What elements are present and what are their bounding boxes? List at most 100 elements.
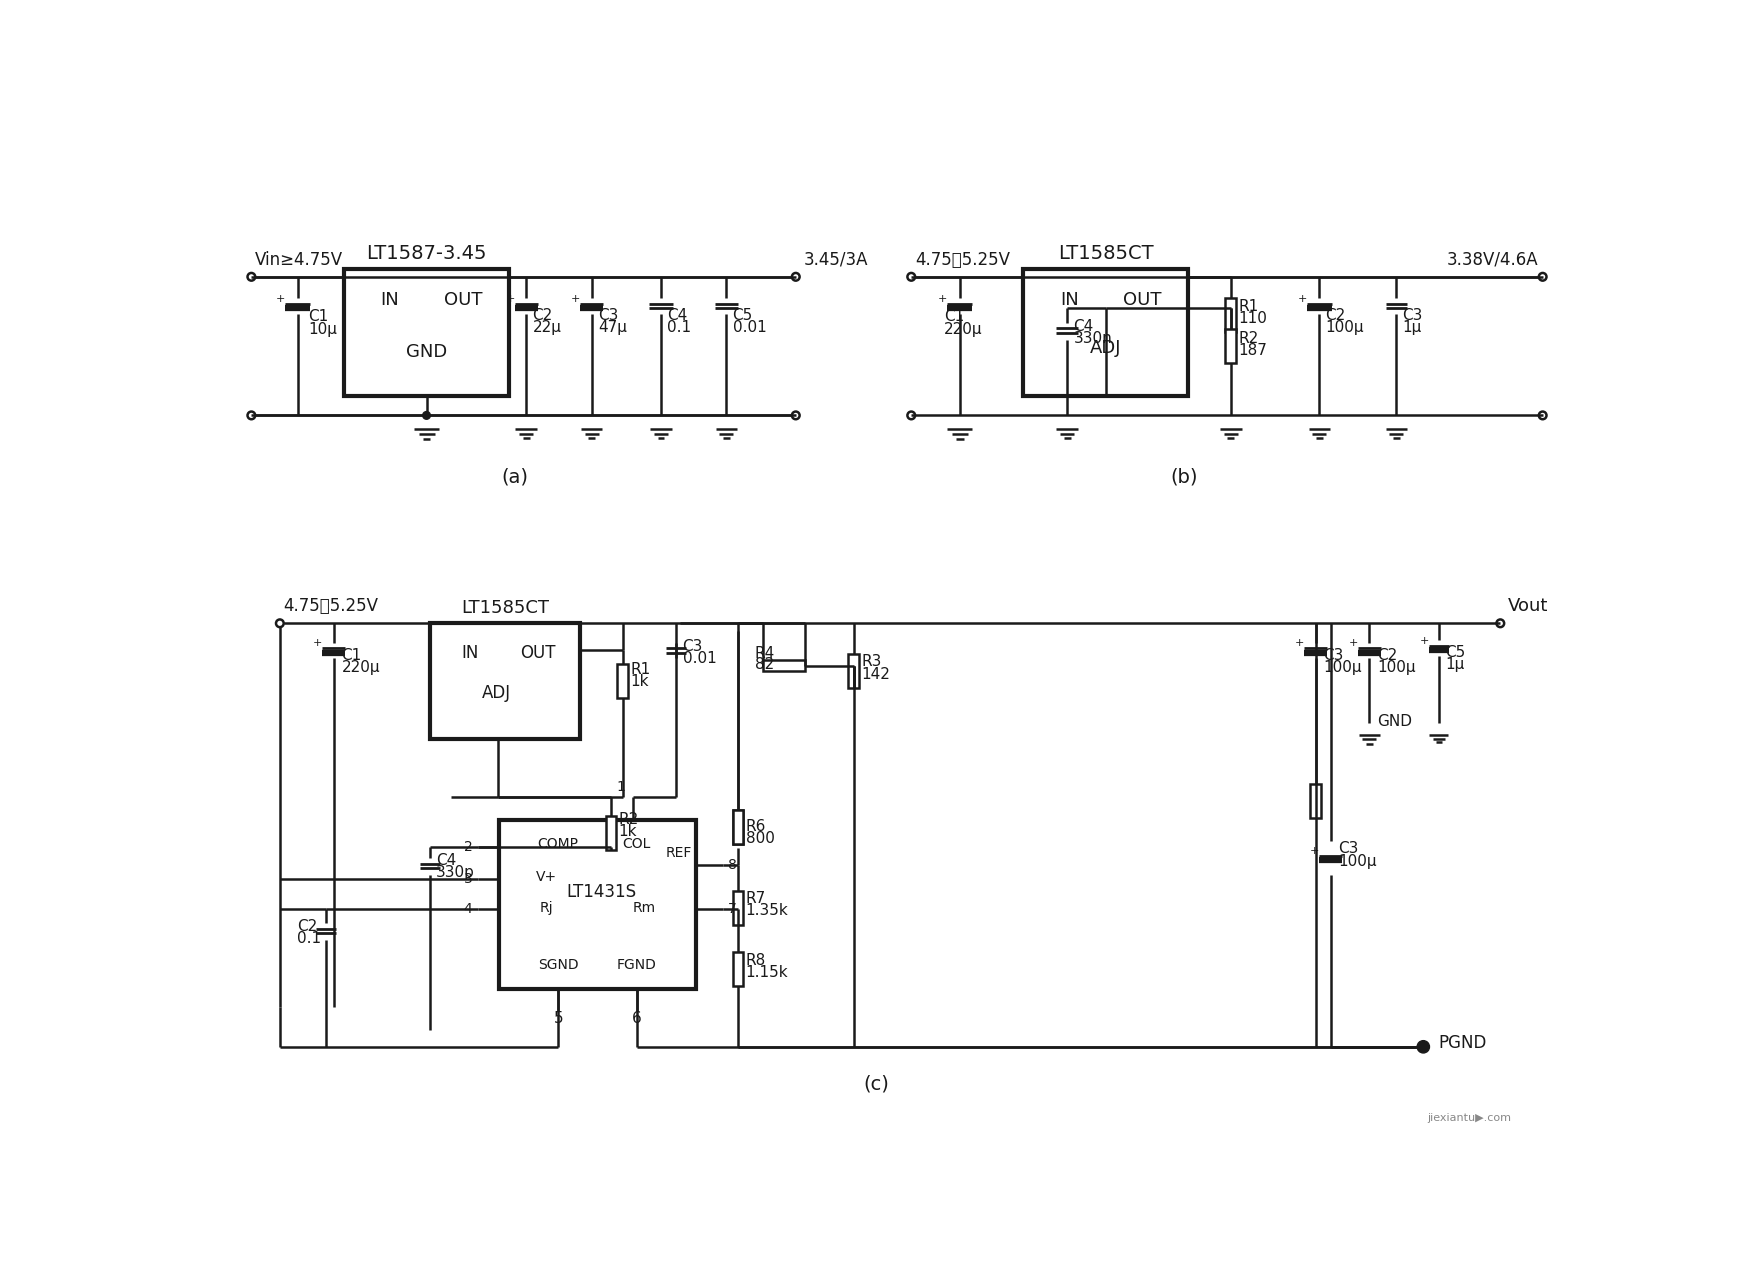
Text: 10μ: 10μ (308, 321, 338, 337)
Text: 330n: 330n (1073, 332, 1111, 346)
Text: R1: R1 (631, 662, 650, 677)
Bar (617, 664, 627, 698)
Text: +: + (1310, 846, 1319, 856)
Text: 2: 2 (463, 840, 472, 854)
Text: 8: 8 (728, 859, 737, 873)
Text: 100μ: 100μ (1324, 660, 1362, 676)
Text: R4: R4 (754, 646, 775, 660)
Text: +: + (571, 294, 580, 305)
Text: R3: R3 (861, 654, 881, 669)
Text: R1: R1 (1239, 298, 1259, 314)
Text: GND: GND (1378, 714, 1413, 730)
Text: C5: C5 (733, 307, 753, 323)
Text: 1μ: 1μ (1402, 320, 1421, 335)
Circle shape (423, 412, 430, 420)
Text: OUT: OUT (521, 644, 556, 662)
Text: LT1585CT: LT1585CT (462, 599, 549, 617)
Text: OUT: OUT (1124, 291, 1162, 308)
Text: jiexiantu▶.com: jiexiantu▶.com (1427, 1112, 1512, 1123)
Text: 1: 1 (617, 781, 625, 795)
Text: 220μ: 220μ (944, 321, 982, 337)
Bar (1310, 785, 1320, 818)
Text: REF: REF (665, 846, 692, 860)
Text: 6: 6 (632, 1011, 641, 1025)
Text: +: + (1420, 636, 1428, 646)
Bar (606, 815, 617, 850)
Text: +: + (505, 294, 516, 305)
Text: +: + (314, 639, 322, 648)
Text: 7: 7 (728, 902, 737, 916)
Text: 0.01: 0.01 (683, 652, 716, 666)
Bar (500, 819, 695, 989)
Text: IN: IN (1059, 291, 1078, 308)
Text: (c): (c) (864, 1074, 890, 1093)
Text: V+: V+ (537, 870, 557, 884)
Text: C2: C2 (296, 919, 317, 934)
Text: C4: C4 (436, 852, 456, 868)
Circle shape (1418, 1041, 1430, 1053)
Text: C3: C3 (1338, 841, 1359, 856)
Text: PGND: PGND (1439, 1034, 1488, 1052)
Text: R6: R6 (746, 819, 766, 835)
Bar (733, 952, 744, 987)
Text: (a): (a) (502, 467, 528, 486)
Text: C4: C4 (1073, 319, 1094, 334)
Text: 3.45/3A: 3.45/3A (803, 251, 868, 269)
Text: IN: IN (381, 291, 399, 308)
Text: COL: COL (622, 837, 652, 851)
Text: Rm: Rm (632, 901, 657, 915)
Text: C5: C5 (1444, 645, 1465, 660)
Text: +: + (275, 294, 286, 305)
Text: 330p: 330p (436, 865, 476, 881)
Text: C3: C3 (598, 307, 618, 323)
Text: C4: C4 (667, 307, 688, 323)
Bar (733, 891, 744, 924)
Text: C2: C2 (1378, 648, 1397, 663)
Text: R7: R7 (746, 891, 766, 906)
Text: LT1587-3.45: LT1587-3.45 (366, 244, 486, 264)
Text: FGND: FGND (617, 959, 657, 973)
Text: IN: IN (462, 644, 479, 662)
Text: C1: C1 (308, 310, 329, 324)
Text: (b): (b) (1171, 467, 1198, 486)
Text: LT1585CT: LT1585CT (1057, 244, 1153, 264)
Text: 0.1: 0.1 (667, 320, 692, 335)
Text: C1: C1 (341, 648, 362, 663)
Bar (733, 810, 744, 844)
Text: 0.01: 0.01 (733, 320, 766, 335)
Text: 1.35k: 1.35k (746, 904, 789, 918)
Text: +: + (1294, 639, 1305, 648)
Bar (848, 654, 859, 687)
Text: 4.75～5.25V: 4.75～5.25V (915, 251, 1010, 269)
Text: 1.15k: 1.15k (746, 965, 789, 980)
Text: C3: C3 (683, 639, 704, 654)
Text: 22μ: 22μ (533, 320, 561, 335)
Text: Vout: Vout (1509, 598, 1549, 616)
Text: ADJ: ADJ (481, 684, 510, 701)
Text: 4.75～5.25V: 4.75～5.25V (284, 598, 378, 616)
Text: R2: R2 (618, 812, 639, 827)
Text: 0.1: 0.1 (296, 931, 321, 946)
Text: 100μ: 100μ (1378, 660, 1416, 676)
Text: R8: R8 (746, 952, 766, 968)
Text: 187: 187 (1239, 343, 1268, 358)
Bar (343, 269, 509, 396)
Text: OUT: OUT (444, 291, 483, 308)
Text: C3: C3 (1402, 307, 1423, 323)
Text: SGND: SGND (538, 959, 578, 973)
Text: 4: 4 (463, 902, 472, 916)
Text: +: + (1348, 639, 1359, 648)
Text: 1k: 1k (631, 673, 648, 689)
Text: C1: C1 (944, 310, 965, 324)
Text: LT1431S: LT1431S (566, 883, 636, 901)
Text: GND: GND (406, 343, 448, 361)
Text: Rj: Rj (540, 901, 554, 915)
Bar (1225, 329, 1237, 364)
Bar (1023, 269, 1188, 396)
Bar (763, 660, 805, 671)
Text: COMP: COMP (538, 837, 578, 851)
Text: 1μ: 1μ (1444, 658, 1463, 672)
Text: C2: C2 (1326, 307, 1347, 323)
Text: 47μ: 47μ (598, 320, 627, 335)
Text: 110: 110 (1239, 311, 1268, 326)
